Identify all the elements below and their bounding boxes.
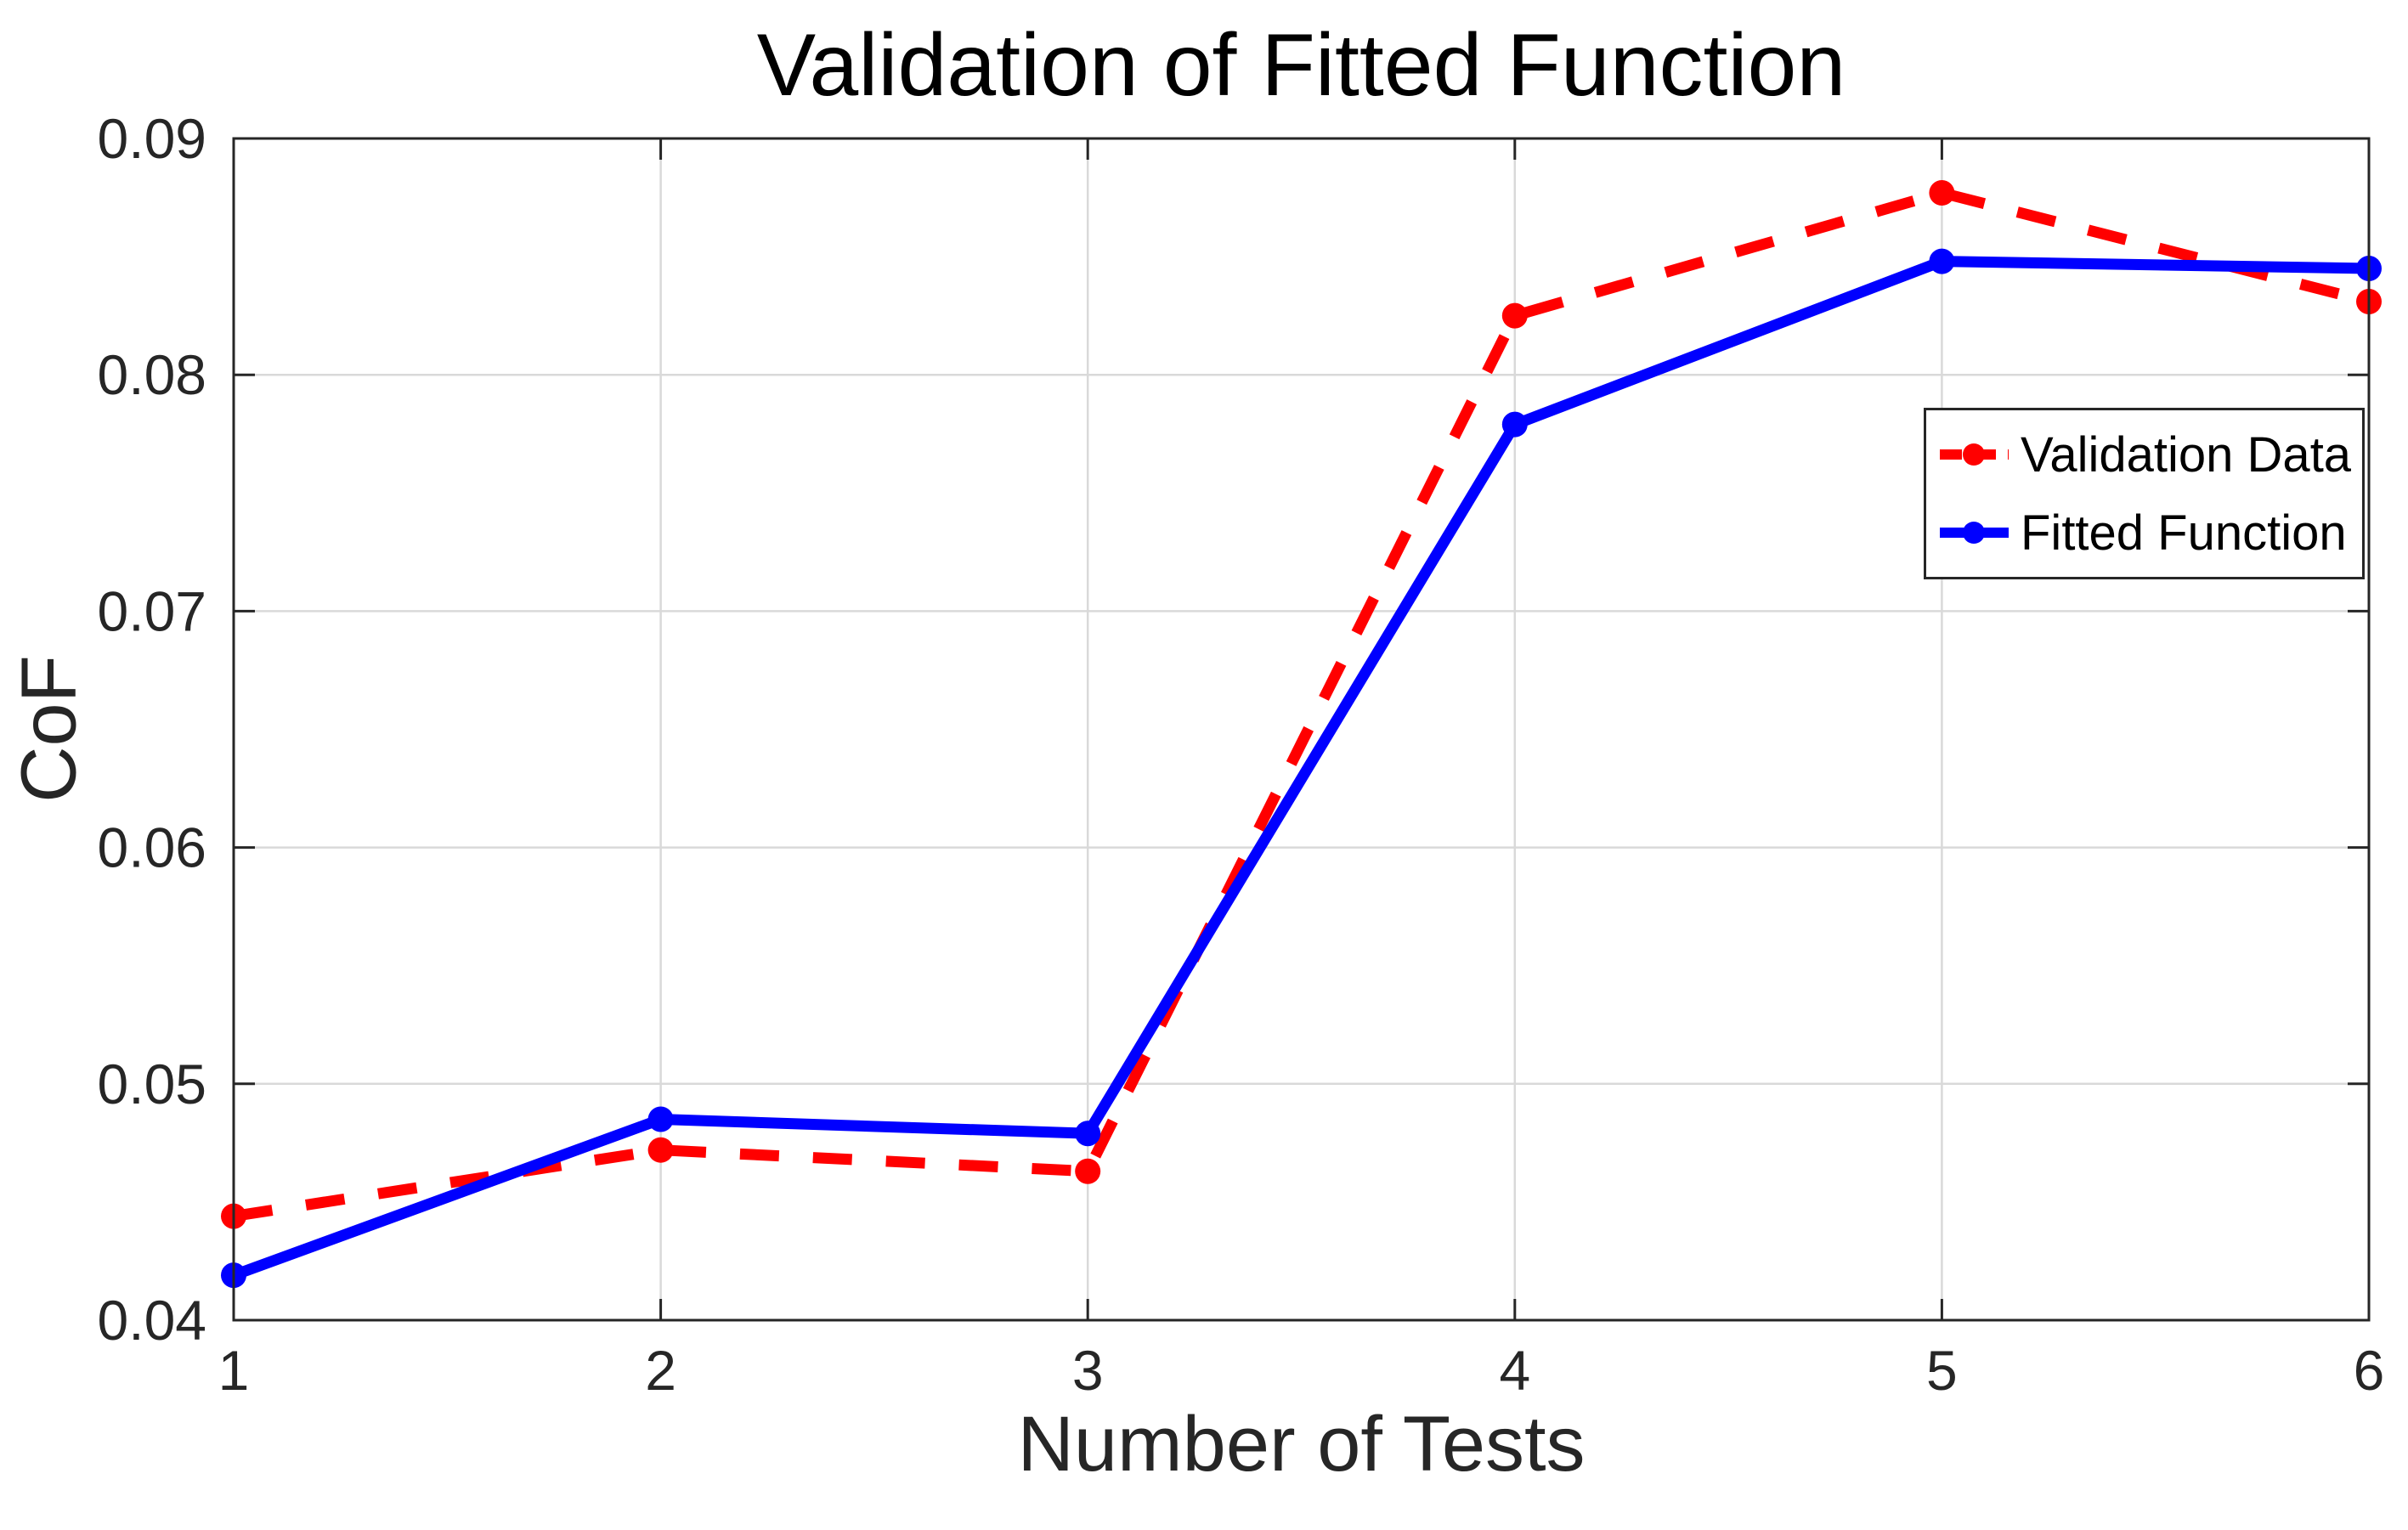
y-axis-label: CoF bbox=[5, 655, 93, 803]
series-line-validation-data bbox=[233, 187, 2371, 1222]
tick-marks-group bbox=[232, 137, 2371, 1322]
x-axis-label: Number of Tests bbox=[1017, 1401, 1586, 1488]
axis-frame-group bbox=[232, 137, 2371, 1322]
data-point-marker bbox=[1501, 411, 1528, 438]
x-tick-label: 6 bbox=[2354, 1339, 2385, 1402]
y-tick-label: 0.08 bbox=[98, 343, 206, 406]
legend-item-validation-data: Validation Data bbox=[1938, 426, 2354, 483]
legend-sample-marker bbox=[1963, 522, 1985, 544]
x-tick-label: 2 bbox=[645, 1339, 676, 1402]
dashed-line-marker-icon bbox=[1940, 443, 2009, 466]
legend-item-fitted-function: Fitted Function bbox=[1938, 505, 2354, 562]
legend-sample-marker bbox=[1963, 443, 1985, 466]
legend-box: Validation Data Fitted Function bbox=[1924, 408, 2365, 579]
data-point-marker bbox=[1929, 248, 1955, 274]
y-tick-label: 0.05 bbox=[98, 1053, 206, 1115]
x-tick-label: 3 bbox=[1072, 1339, 1104, 1402]
gridlines-group bbox=[234, 138, 2369, 1320]
chart-title: Validation of Fitted Function bbox=[756, 16, 1846, 115]
data-point-marker bbox=[647, 1106, 674, 1132]
legend-label-fitted-function: Fitted Function bbox=[2021, 505, 2347, 561]
data-point-marker bbox=[1075, 1121, 1101, 1147]
y-tick-label: 0.09 bbox=[98, 107, 206, 170]
x-tick-label: 1 bbox=[218, 1339, 250, 1402]
y-tick-label: 0.06 bbox=[98, 816, 206, 879]
tick-labels-group: 1 2 3 4 5 6 0.04 0.05 0.06 0.07 0.08 0.09 bbox=[98, 107, 2385, 1402]
legend-label-validation-data: Validation Data bbox=[2021, 426, 2352, 483]
solid-line-marker-icon bbox=[1940, 522, 2009, 544]
data-point-marker bbox=[647, 1137, 674, 1163]
series-line-fitted-function bbox=[231, 256, 2370, 1281]
axis-frame bbox=[232, 137, 2371, 1322]
y-tick-label: 0.07 bbox=[98, 579, 206, 642]
data-point-marker bbox=[1929, 179, 1955, 206]
data-point-marker bbox=[1075, 1158, 1101, 1184]
series-group bbox=[221, 179, 2382, 1289]
data-point-marker bbox=[1501, 302, 1528, 329]
y-tick-label: 0.04 bbox=[98, 1289, 206, 1352]
x-tick-label: 4 bbox=[1499, 1339, 1530, 1402]
x-tick-label: 5 bbox=[1926, 1339, 1958, 1402]
